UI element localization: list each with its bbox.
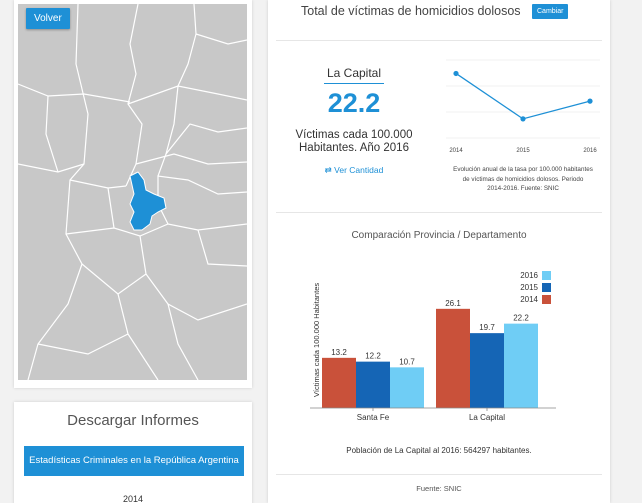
rate-label: Víctimas cada 100.000 Habitantes. Año 20… <box>278 129 430 155</box>
download-report-button[interactable]: Estadísticas Criminales en la República … <box>24 446 244 476</box>
bar-value-label: 22.2 <box>513 314 529 323</box>
swap-arrows-icon: ⇄ <box>324 165 332 175</box>
region-underline <box>324 83 384 84</box>
evolution-line-chart: 2014 2015 2016 <box>446 59 600 154</box>
region-name: La Capital <box>326 66 382 80</box>
divider <box>276 474 602 475</box>
view-quantity-link[interactable]: ⇄ Ver Cantidad <box>308 165 400 176</box>
bar-2016-0[interactable] <box>390 367 424 408</box>
stats-title: Total de víctimas de homicidios dolosos <box>301 4 521 18</box>
download-title: Descargar Informes <box>67 412 199 429</box>
category-label: Santa Fe <box>357 413 390 422</box>
bar-value-label: 26.1 <box>445 299 461 308</box>
x-tick-label: 2015 <box>516 148 530 154</box>
legend-label-2014: 2014 <box>520 295 538 304</box>
department-map-svg[interactable] <box>18 4 247 380</box>
rate-label-line1: Víctimas cada 100.000 <box>295 129 413 141</box>
bar-2015-1[interactable] <box>470 333 504 408</box>
bar-2016-1[interactable] <box>504 323 538 408</box>
population-text: Población de La Capital al 2016: 564297 … <box>346 446 532 455</box>
line-point-2014[interactable] <box>453 70 459 77</box>
province-map[interactable] <box>18 4 247 380</box>
la-capital-region[interactable] <box>129 171 167 231</box>
stats-header: Total de víctimas de homicidios dolosos … <box>268 0 610 40</box>
source-text: Fuente: SNIC <box>416 484 462 493</box>
back-button[interactable]: Volver <box>26 8 70 29</box>
line-point-2015[interactable] <box>520 116 526 122</box>
download-year: 2014 <box>122 494 144 503</box>
bar-2014-0[interactable] <box>322 357 356 408</box>
evolution-caption-line1: Evolución anual de la tasa por 100.000 h… <box>453 166 593 173</box>
category-label: La Capital <box>469 413 505 422</box>
comparison-bar-chart: Víctimas cada 100.000 Habitantes 13.2 12.… <box>310 271 556 422</box>
bar-value-label: 19.7 <box>479 323 495 332</box>
x-tick-label: 2016 <box>583 148 597 154</box>
view-quantity-label: Ver Cantidad <box>334 165 384 175</box>
divider <box>276 40 602 41</box>
legend-swatch-2014 <box>542 295 551 304</box>
stats-card: Total de víctimas de homicidios dolosos … <box>268 0 610 503</box>
divider <box>276 212 602 213</box>
evolution-caption-line3: 2014-2016. Fuente: SNIC <box>487 185 559 192</box>
bar-value-label: 13.2 <box>331 348 347 357</box>
bar-value-label: 10.7 <box>399 357 415 366</box>
legend-label-2016: 2016 <box>520 271 538 280</box>
legend-swatch-2016 <box>542 271 551 280</box>
rate-value: 22.2 <box>327 88 381 118</box>
y-axis-label: Víctimas cada 100.000 Habitantes <box>312 283 321 397</box>
bar-value-label: 12.2 <box>365 352 381 361</box>
legend-label-2015: 2015 <box>520 283 538 292</box>
comparison-title: Comparación Provincia / Departamento <box>351 230 527 241</box>
map-card: Volver <box>14 0 252 388</box>
download-card: Descargar Informes Estadísticas Criminal… <box>14 402 252 503</box>
line-point-2016[interactable] <box>587 98 593 104</box>
change-button[interactable]: Cambiar <box>532 4 569 19</box>
evolution-caption-line2: de víctimas de homicidios dolosos. Perio… <box>462 175 584 183</box>
bar-2014-1[interactable] <box>436 308 470 408</box>
x-tick-label: 2014 <box>449 148 463 154</box>
legend-swatch-2015 <box>542 283 551 292</box>
evolution-caption: Evolución anual de la tasa por 100.000 h… <box>444 165 602 194</box>
bar-2015-0[interactable] <box>356 361 390 408</box>
rate-label-line2: Habitantes. Año 2016 <box>299 142 409 154</box>
